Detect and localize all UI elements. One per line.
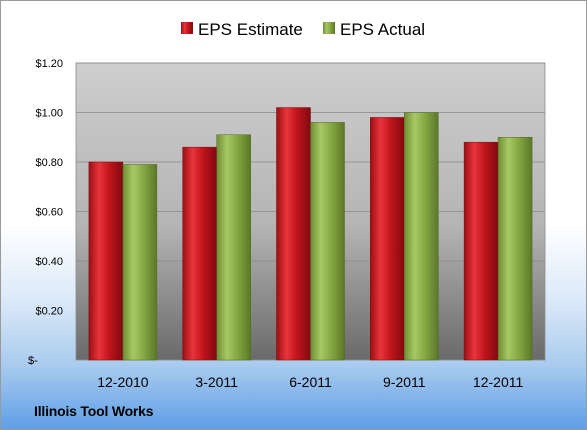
- y-tick-label: $0.20: [35, 306, 63, 318]
- x-tick-label: 12-2011: [473, 374, 524, 390]
- bar-eps-estimate: [370, 117, 405, 361]
- y-tick-label: $1.00: [35, 108, 63, 120]
- legend: EPS Estimate EPS Actual: [181, 20, 425, 39]
- bar-eps-estimate: [463, 141, 499, 361]
- company-name: Illinois Tool Works: [34, 403, 154, 419]
- bar-eps-actual: [310, 122, 345, 361]
- y-tick-label: $0.80: [35, 157, 63, 169]
- x-tick-label: 6-2011: [289, 374, 332, 390]
- bar-eps-actual: [497, 137, 533, 361]
- bar-eps-actual: [404, 112, 439, 361]
- x-axis-ticks: 12-2010 3-2011 6-2011 9-2011 12-2011: [97, 374, 523, 390]
- y-tick-label: $1.20: [35, 58, 63, 70]
- bars: [88, 107, 533, 361]
- x-tick-label: 3-2011: [195, 374, 238, 390]
- x-tick-label: 12-2010: [97, 374, 149, 390]
- y-tick-label: $0.60: [35, 207, 63, 219]
- y-axis-ticks: $- $0.20 $0.40 $0.60 $0.80 $1.00 $1.20: [28, 58, 63, 367]
- y-tick-label: $-: [28, 355, 38, 367]
- bar-eps-estimate: [182, 146, 217, 361]
- legend-label-actual: EPS Actual: [340, 20, 425, 39]
- bar-eps-estimate: [276, 107, 311, 361]
- legend-label-estimate: EPS Estimate: [198, 20, 303, 39]
- bar-eps-actual: [216, 134, 251, 361]
- y-tick-label: $0.40: [35, 256, 63, 268]
- bar-eps-actual: [122, 164, 158, 361]
- legend-swatch-estimate: [181, 22, 193, 34]
- legend-swatch-actual: [323, 22, 335, 34]
- x-tick-label: 9-2011: [383, 374, 426, 390]
- bar-eps-estimate: [88, 161, 124, 361]
